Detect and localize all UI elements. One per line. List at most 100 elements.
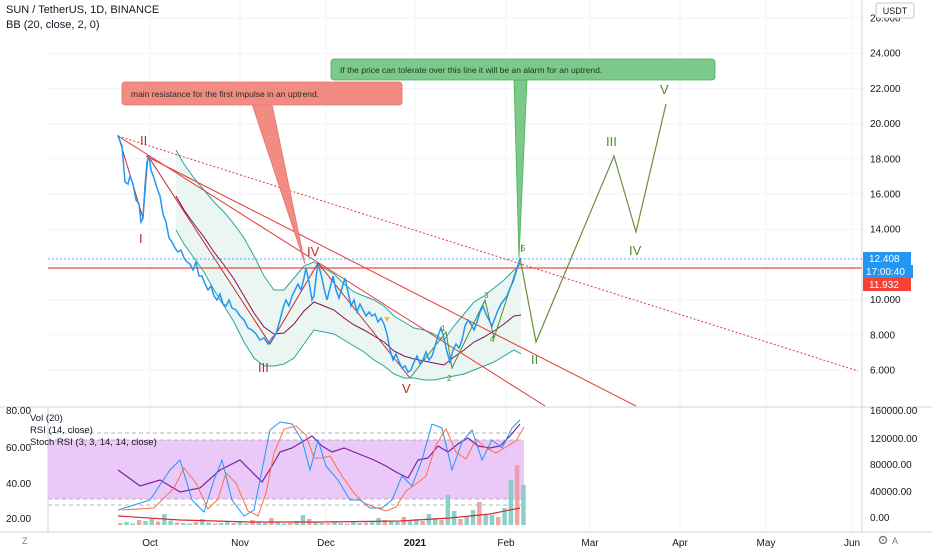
subwave-label-1: 1 bbox=[441, 324, 446, 333]
green-callout-box bbox=[330, 58, 716, 81]
volume-bar bbox=[332, 522, 337, 525]
currency-badge[interactable] bbox=[875, 2, 915, 19]
time-tick-label: May bbox=[757, 538, 776, 549]
price-tick-label: 22.000 bbox=[870, 84, 901, 95]
dotted-trendline bbox=[117, 135, 859, 372]
volume-bar bbox=[395, 522, 400, 525]
volume-bar bbox=[445, 495, 451, 525]
volume-bar bbox=[344, 523, 350, 525]
volume-bar bbox=[489, 515, 495, 525]
osc-right-tick: 0.00 bbox=[870, 513, 890, 524]
osc-left-tick: 20.00 bbox=[6, 514, 31, 525]
volume-bar bbox=[199, 519, 205, 525]
stoch-d-line bbox=[121, 425, 525, 517]
volume-bar bbox=[218, 523, 224, 525]
wave-label-green-1: I bbox=[520, 243, 523, 255]
bollinger-upper-band bbox=[175, 149, 522, 341]
gear-icon[interactable] bbox=[878, 535, 888, 545]
volume-bar bbox=[433, 518, 438, 525]
time-tick-label: Mar bbox=[581, 538, 599, 549]
price-tick-label: 18.000 bbox=[870, 154, 901, 165]
stoch-indicator-label[interactable]: Stoch RSI (3, 3, 14, 14, close) bbox=[30, 437, 157, 448]
volume-bar bbox=[193, 522, 199, 525]
volume-bar bbox=[420, 521, 425, 525]
time-axis[interactable]: Oct Nov Dec 2021 Feb Mar Apr May Jun bbox=[142, 538, 860, 549]
volume-bar bbox=[407, 520, 413, 525]
volume-bar bbox=[225, 521, 230, 525]
volume-bar bbox=[212, 523, 217, 525]
red-callout-pointer bbox=[251, 103, 306, 265]
volume-bar bbox=[458, 519, 463, 525]
trendline-2 bbox=[145, 155, 637, 407]
price-tick-label: 10.000 bbox=[870, 295, 901, 306]
bollinger-band-fill bbox=[176, 150, 521, 380]
wave-label-red-3: III bbox=[258, 360, 269, 375]
volume-bar bbox=[382, 520, 388, 525]
osc-right-tick: 40000.00 bbox=[870, 487, 912, 498]
volume-bar bbox=[414, 519, 419, 525]
volume-bar bbox=[206, 522, 211, 525]
volume-bar bbox=[477, 502, 482, 525]
volume-bar bbox=[470, 510, 476, 525]
bb-indicator-label[interactable]: BB (20, close, 2, 0) bbox=[6, 19, 100, 31]
vol-indicator-label[interactable]: Vol (20) bbox=[30, 413, 63, 424]
wave-label-red-4: IV bbox=[307, 244, 320, 259]
subwave-label-2: 2 bbox=[447, 374, 452, 383]
bollinger-lower-band bbox=[175, 229, 522, 381]
resistance-text: 11.932 bbox=[869, 280, 899, 291]
time-tick-label: Nov bbox=[231, 538, 249, 549]
price-tick-label: 16.000 bbox=[870, 190, 901, 201]
symbol-title: SUN / TetherUS, 1D, BINANCE bbox=[6, 4, 160, 16]
volume-bar bbox=[149, 518, 154, 525]
time-tick-label: Jun bbox=[844, 538, 860, 549]
volume-bar bbox=[496, 517, 501, 525]
volume-bar bbox=[187, 523, 192, 525]
osc-right-tick: 80000.00 bbox=[870, 460, 912, 471]
countdown-text: 17:00:40 bbox=[866, 267, 905, 278]
osc-right-tick: 120000.00 bbox=[870, 434, 918, 445]
auto-scale-icon[interactable]: A bbox=[892, 536, 898, 546]
time-tick-label: Apr bbox=[672, 538, 688, 549]
volume-bar bbox=[288, 523, 293, 525]
wave-label-red-1: I bbox=[139, 231, 143, 246]
small-yellow-marker bbox=[384, 317, 390, 322]
volume-bar bbox=[294, 521, 299, 525]
price-axis[interactable]: 26.000 24.000 22.000 20.000 18.000 16.000 14.0… bbox=[870, 14, 901, 377]
volume-bar bbox=[325, 523, 331, 525]
volume-bar bbox=[357, 523, 362, 525]
volume-bar bbox=[244, 523, 249, 525]
currency-label: USDT bbox=[883, 6, 908, 16]
subwave-label-4: 4 bbox=[490, 335, 495, 344]
price-tick-label: 14.000 bbox=[870, 225, 901, 236]
subwave-label-3: 3 bbox=[484, 291, 489, 300]
volume-bar bbox=[281, 523, 287, 525]
volume-bar bbox=[118, 523, 123, 525]
resistance-badge bbox=[863, 278, 911, 291]
wave-label-red-2: II bbox=[140, 133, 147, 148]
price-line bbox=[117, 135, 522, 374]
rsi-indicator-label[interactable]: RSI (14, close) bbox=[30, 425, 93, 436]
volume-bar bbox=[388, 521, 394, 525]
time-tick-label: Dec bbox=[317, 538, 335, 549]
volume-bar bbox=[143, 521, 148, 525]
volume-bar bbox=[155, 521, 161, 525]
zoom-icon[interactable]: Z bbox=[22, 536, 28, 546]
volume-bar bbox=[262, 523, 268, 525]
osc-left-tick: 80.00 bbox=[6, 406, 31, 417]
price-tick-label: 20.000 bbox=[870, 119, 901, 130]
volume-bar bbox=[130, 523, 136, 525]
volume-bar bbox=[313, 522, 318, 525]
green-callout-pointer bbox=[513, 79, 528, 259]
stoch-k-line bbox=[117, 419, 521, 517]
volume-bar bbox=[464, 516, 469, 525]
osc-left-tick: 60.00 bbox=[6, 443, 31, 454]
volume-bar bbox=[275, 522, 280, 525]
volume-bar bbox=[181, 523, 186, 525]
volume-bar bbox=[319, 523, 325, 525]
volume-bar bbox=[300, 515, 306, 525]
volume-bar bbox=[136, 520, 142, 525]
volume-bar bbox=[370, 521, 375, 525]
price-tick-label: 26.000 bbox=[870, 14, 901, 25]
